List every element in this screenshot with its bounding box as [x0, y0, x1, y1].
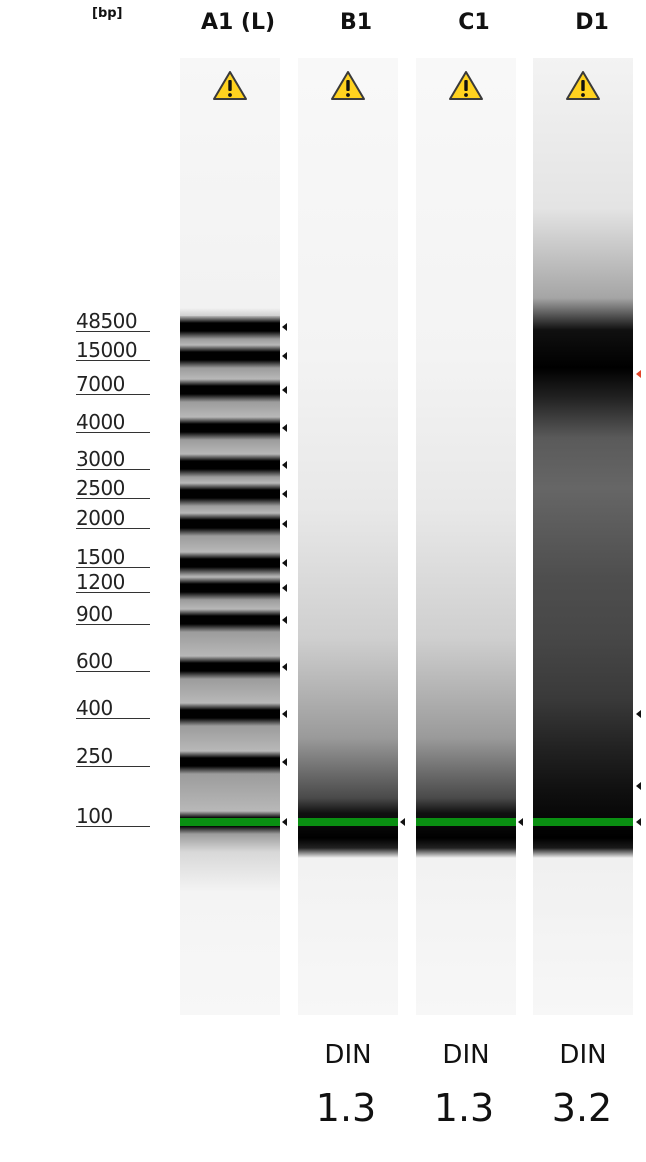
peak-arrow	[282, 559, 287, 567]
ladder-size-line	[76, 718, 150, 719]
ladder-size-label: 1200	[76, 570, 125, 594]
din-value-c1: 1.3	[433, 1086, 495, 1130]
peak-arrow	[282, 323, 287, 331]
peak-arrow	[636, 818, 641, 826]
ladder-size-label: 400	[76, 696, 113, 720]
peak-arrow	[282, 520, 287, 528]
peak-arrow	[282, 424, 287, 432]
peak-arrow	[282, 352, 287, 360]
lane-header-d1: D1	[575, 10, 609, 35]
ladder-size-label: 48500	[76, 309, 138, 333]
ladder-size-line	[76, 624, 150, 625]
peak-arrow	[282, 584, 287, 592]
ladder-size-label: 2500	[76, 476, 125, 500]
peak-arrow	[282, 710, 287, 718]
ladder-size-line	[76, 394, 150, 395]
lane-header-a1: A1 (L)	[200, 10, 276, 35]
ladder-size-line	[76, 360, 150, 361]
peak-arrow	[282, 663, 287, 671]
lower-marker-band	[533, 818, 633, 826]
ladder-size-line	[76, 528, 150, 529]
ladder-size-label: 100	[76, 804, 113, 828]
ladder-size-label: 2000	[76, 506, 125, 530]
ladder-size-line	[76, 331, 150, 332]
ladder-size-label: 3000	[76, 447, 125, 471]
ladder-size-line	[76, 567, 150, 568]
ladder-size-line	[76, 432, 150, 433]
unit-label: [bp]	[92, 6, 123, 21]
lower-marker-band	[298, 818, 398, 826]
ladder-size-label: 4000	[76, 410, 125, 434]
peak-arrow	[282, 758, 287, 766]
lower-marker-band	[416, 818, 516, 826]
peak-arrow	[282, 386, 287, 394]
ladder-size-line	[76, 498, 150, 499]
din-value-b1: 1.3	[315, 1086, 377, 1130]
peak-arrow	[282, 490, 287, 498]
ladder-size-line	[76, 671, 150, 672]
peak-arrow	[636, 710, 641, 718]
ladder-size-line	[76, 766, 150, 767]
ladder-size-line	[76, 592, 150, 593]
peak-arrow	[282, 616, 287, 624]
lane-d1	[533, 58, 633, 1015]
peak-arrow	[282, 461, 287, 469]
lower-marker-band	[180, 818, 280, 826]
peak-arrow	[636, 782, 641, 790]
lane-b1	[298, 58, 398, 1015]
warning-icon	[330, 70, 366, 102]
ladder-size-label: 1500	[76, 545, 125, 569]
lane-a1	[180, 58, 280, 1015]
ladder-size-label: 250	[76, 744, 113, 768]
din-label-b1: DIN	[324, 1040, 372, 1070]
peak-arrow	[400, 818, 405, 826]
din-label-c1: DIN	[442, 1040, 490, 1070]
ladder-size-label: 600	[76, 649, 113, 673]
din-value-d1: 3.2	[551, 1086, 613, 1130]
lane-header-b1: B1	[339, 10, 373, 35]
ladder-size-line	[76, 826, 150, 827]
lane-header-c1: C1	[458, 10, 490, 35]
ladder-size-label: 900	[76, 602, 113, 626]
ladder-size-label: 7000	[76, 372, 125, 396]
din-label-d1: DIN	[559, 1040, 607, 1070]
highlight-peak-arrow	[636, 370, 641, 378]
warning-icon	[448, 70, 484, 102]
lane-c1	[416, 58, 516, 1015]
warning-icon	[212, 70, 248, 102]
ladder-size-label: 15000	[76, 338, 138, 362]
peak-arrow	[282, 818, 287, 826]
peak-arrow	[518, 818, 523, 826]
ladder-size-line	[76, 469, 150, 470]
warning-icon	[565, 70, 601, 102]
